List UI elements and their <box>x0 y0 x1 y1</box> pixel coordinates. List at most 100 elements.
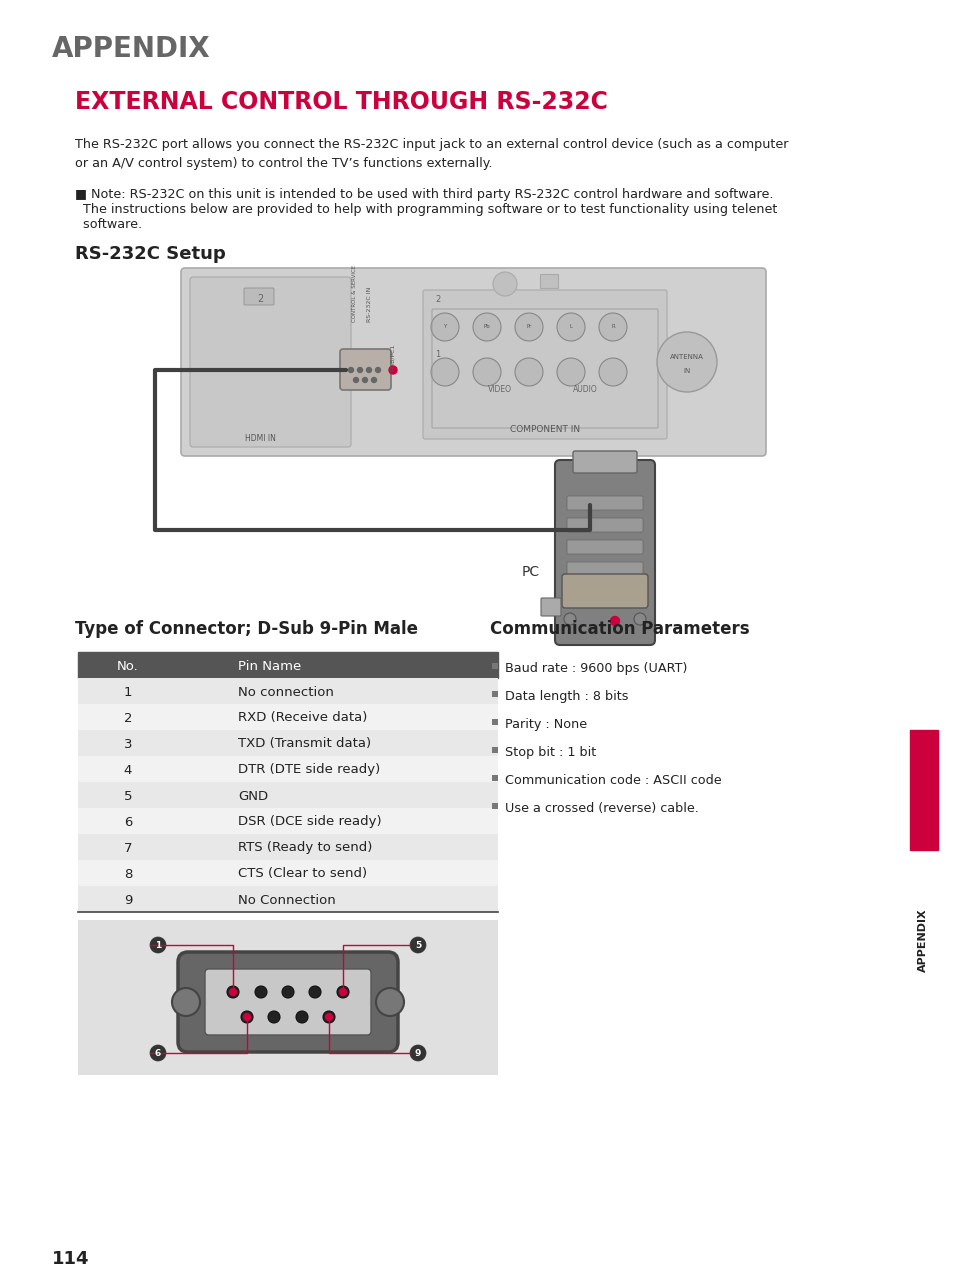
FancyBboxPatch shape <box>566 541 642 555</box>
Circle shape <box>515 357 542 385</box>
Circle shape <box>362 378 367 383</box>
Text: IN: IN <box>682 368 690 374</box>
Text: DSR (DCE side ready): DSR (DCE side ready) <box>237 815 381 828</box>
Bar <box>78 860 497 887</box>
Bar <box>78 703 497 730</box>
Bar <box>78 782 497 808</box>
Text: 1: 1 <box>154 940 161 949</box>
Text: ■ Note: RS-232C on this unit is intended to be used with third party RS-232C con: ■ Note: RS-232C on this unit is intended… <box>75 188 773 201</box>
Text: Pb: Pb <box>483 324 490 329</box>
Bar <box>78 808 497 834</box>
FancyBboxPatch shape <box>190 277 351 446</box>
Bar <box>492 719 497 725</box>
Circle shape <box>371 378 376 383</box>
Text: 9: 9 <box>415 1048 420 1057</box>
Text: L: L <box>569 324 572 329</box>
Text: Type of Connector; D-Sub 9-Pin Male: Type of Connector; D-Sub 9-Pin Male <box>75 619 417 639</box>
Bar <box>78 920 497 1075</box>
Text: 1: 1 <box>124 686 132 698</box>
Circle shape <box>336 986 349 999</box>
Bar <box>78 756 497 782</box>
Circle shape <box>598 313 626 341</box>
Text: 2: 2 <box>256 294 263 304</box>
Text: CTS (Clear to send): CTS (Clear to send) <box>237 868 367 880</box>
Bar <box>492 747 497 753</box>
Circle shape <box>357 368 362 373</box>
Text: 5: 5 <box>124 790 132 803</box>
Circle shape <box>431 357 458 385</box>
Bar <box>78 653 497 678</box>
Text: No Connection: No Connection <box>237 893 335 907</box>
Text: APPENDIX: APPENDIX <box>917 908 927 972</box>
FancyBboxPatch shape <box>339 349 391 391</box>
Text: Parity : None: Parity : None <box>504 717 586 731</box>
FancyBboxPatch shape <box>573 452 637 473</box>
Text: 8: 8 <box>124 868 132 880</box>
Circle shape <box>243 1014 251 1020</box>
Text: 9: 9 <box>124 893 132 907</box>
Circle shape <box>172 988 200 1016</box>
Circle shape <box>150 1046 166 1061</box>
Text: AUDIO: AUDIO <box>572 385 597 394</box>
Text: 6: 6 <box>154 1048 161 1057</box>
Text: Baud rate : 9600 bps (UART): Baud rate : 9600 bps (UART) <box>504 661 687 675</box>
Text: RS-232C Setup: RS-232C Setup <box>75 245 226 263</box>
Circle shape <box>375 988 403 1016</box>
Text: PC: PC <box>521 565 539 579</box>
FancyBboxPatch shape <box>566 518 642 532</box>
Circle shape <box>515 313 542 341</box>
Bar <box>78 730 497 756</box>
Text: CONTROL & SERVICE: CONTROL & SERVICE <box>352 265 357 322</box>
FancyBboxPatch shape <box>566 584 642 598</box>
Circle shape <box>366 368 371 373</box>
Circle shape <box>254 986 267 999</box>
Text: Data length : 8 bits: Data length : 8 bits <box>504 689 628 703</box>
Circle shape <box>295 1011 308 1023</box>
Circle shape <box>657 332 717 392</box>
Bar <box>78 678 497 703</box>
Bar <box>492 691 497 697</box>
Circle shape <box>230 988 236 996</box>
FancyBboxPatch shape <box>555 460 655 645</box>
Text: software.: software. <box>75 218 142 232</box>
Bar <box>78 834 497 860</box>
FancyBboxPatch shape <box>566 496 642 510</box>
FancyBboxPatch shape <box>178 951 397 1052</box>
Bar <box>539 273 558 287</box>
Text: 114: 114 <box>52 1250 90 1268</box>
FancyBboxPatch shape <box>205 969 371 1035</box>
Circle shape <box>389 366 396 374</box>
Circle shape <box>473 313 500 341</box>
Circle shape <box>410 937 426 953</box>
Circle shape <box>282 986 294 999</box>
Text: 1: 1 <box>435 350 439 359</box>
Bar <box>492 775 497 781</box>
Circle shape <box>375 368 380 373</box>
Circle shape <box>268 1011 280 1023</box>
FancyBboxPatch shape <box>244 287 274 305</box>
Circle shape <box>241 1011 253 1023</box>
Circle shape <box>354 378 358 383</box>
Text: RXD (Receive data): RXD (Receive data) <box>237 711 367 725</box>
Circle shape <box>634 613 645 625</box>
Text: VIDEO: VIDEO <box>488 385 512 394</box>
FancyBboxPatch shape <box>540 598 560 616</box>
Text: No connection: No connection <box>237 686 334 698</box>
Text: Pr: Pr <box>526 324 531 329</box>
Text: HDMI IN: HDMI IN <box>244 434 275 443</box>
Text: RTS (Ready to send): RTS (Ready to send) <box>237 842 372 855</box>
Bar <box>492 663 497 669</box>
Circle shape <box>610 617 618 626</box>
Text: Stop bit : 1 bit: Stop bit : 1 bit <box>504 745 596 759</box>
Circle shape <box>339 988 346 996</box>
FancyBboxPatch shape <box>181 268 765 455</box>
Circle shape <box>227 986 239 999</box>
Text: EXTERNAL CONTROL THROUGH RS-232C: EXTERNAL CONTROL THROUGH RS-232C <box>75 90 607 114</box>
FancyBboxPatch shape <box>566 562 642 576</box>
Text: 5: 5 <box>415 940 420 949</box>
Text: RS-232C IN: RS-232C IN <box>367 286 372 322</box>
Circle shape <box>557 313 584 341</box>
Bar <box>909 730 937 850</box>
Text: Y: Y <box>443 324 446 329</box>
Text: 3: 3 <box>124 738 132 750</box>
